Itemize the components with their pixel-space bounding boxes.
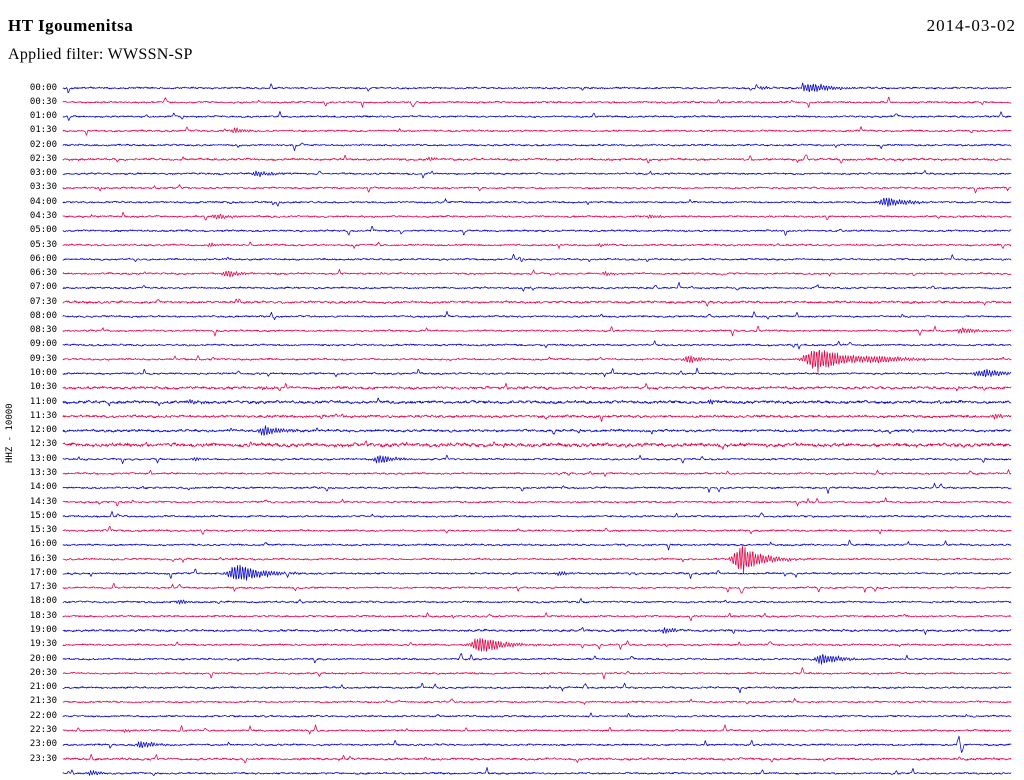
- time-label: 22:30: [29, 724, 57, 735]
- time-label: 13:30: [29, 467, 57, 478]
- time-label: 10:00: [29, 368, 57, 379]
- time-label: 16:30: [29, 553, 57, 564]
- time-label: 08:30: [29, 325, 57, 336]
- time-label: 10:30: [29, 382, 57, 393]
- time-label: 16:00: [29, 539, 57, 550]
- time-label: 18:00: [29, 596, 57, 607]
- time-label: 23:30: [29, 753, 57, 764]
- time-label: 06:30: [29, 268, 57, 279]
- time-label: 14:00: [29, 482, 57, 493]
- time-label: 05:00: [29, 225, 57, 236]
- time-label: 22:00: [29, 710, 57, 721]
- time-label: 03:30: [29, 182, 57, 193]
- time-label: 09:00: [29, 339, 57, 350]
- time-label: 20:30: [29, 667, 57, 678]
- time-label: 06:00: [29, 253, 57, 264]
- time-label: 21:30: [29, 696, 57, 707]
- time-label: 12:30: [29, 439, 57, 450]
- time-label: 01:30: [29, 125, 57, 136]
- time-label: 15:30: [29, 525, 57, 536]
- time-label: 11:00: [29, 396, 57, 407]
- time-label: 02:30: [29, 153, 57, 164]
- time-label: 11:30: [29, 410, 57, 421]
- time-label: 00:30: [29, 96, 57, 107]
- time-label: 19:30: [29, 639, 57, 650]
- time-label: 00:00: [29, 82, 57, 93]
- time-label: 02:00: [29, 139, 57, 150]
- time-label: 08:00: [29, 310, 57, 321]
- time-label: 07:30: [29, 296, 57, 307]
- time-label: 17:00: [29, 567, 57, 578]
- station-title: HT Igoumenitsa: [8, 16, 134, 35]
- time-label: 04:30: [29, 210, 57, 221]
- time-label: 17:30: [29, 582, 57, 593]
- time-label: 14:30: [29, 496, 57, 507]
- time-label: 15:00: [29, 510, 57, 521]
- time-label: 03:00: [29, 168, 57, 179]
- time-label: 20:00: [29, 653, 57, 664]
- time-label: 18:30: [29, 610, 57, 621]
- time-label: 12:00: [29, 425, 57, 436]
- time-label: 07:00: [29, 282, 57, 293]
- time-axis: 00:00 00:30 01:00 01:30 02:00 02:30 03:00 03:30…: [0, 0, 58, 780]
- time-label: 13:00: [29, 453, 57, 464]
- filter-label: Applied filter: WWSSN-SP: [8, 46, 193, 63]
- time-label: 05:30: [29, 239, 57, 250]
- time-label: 19:00: [29, 625, 57, 636]
- time-label: 21:00: [29, 682, 57, 693]
- time-label: 01:00: [29, 111, 57, 122]
- date-label: 2014-03-02: [926, 16, 1016, 35]
- time-label: 04:00: [29, 196, 57, 207]
- time-label: 23:00: [29, 739, 57, 750]
- time-label: 09:30: [29, 353, 57, 364]
